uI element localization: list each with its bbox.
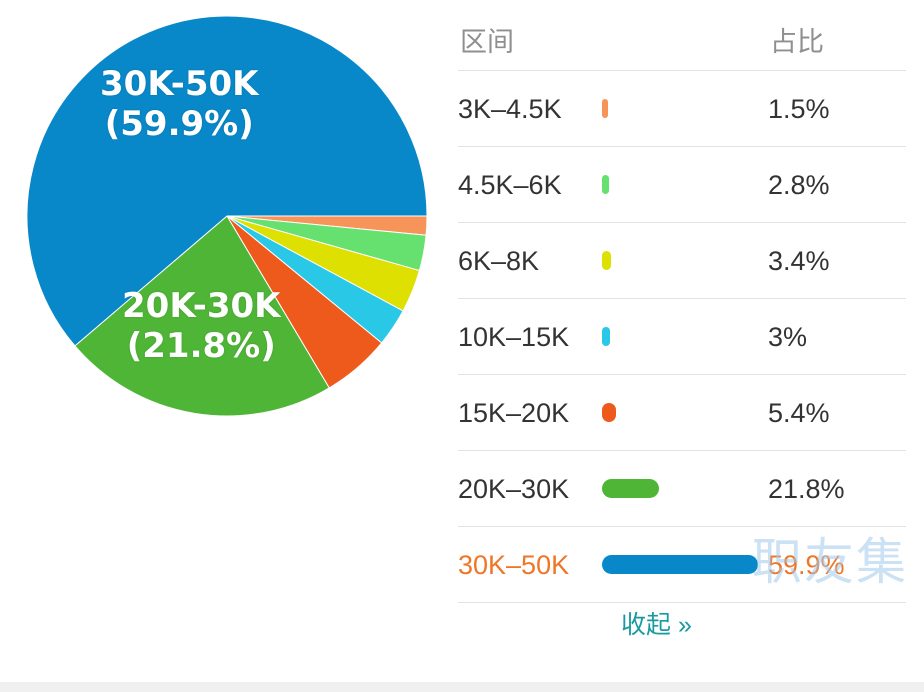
- slice-label-20k-30k-pct: (21.8%): [126, 326, 276, 366]
- legend-bar: [602, 403, 616, 422]
- legend-percentage: 3.4%: [768, 246, 830, 276]
- legend-bar: [602, 479, 659, 498]
- legend-table: 区间 占比 3K–4.5K 1.5% 4.5K–6K 2.8% 6K–8K 3.4% 10K…: [458, 0, 906, 603]
- legend-row: 15K–20K 5.4%: [458, 375, 906, 451]
- slice-label-30k-50k: 30K-50K (59.9%): [100, 64, 258, 144]
- legend-percentage: 59.9%: [768, 550, 845, 580]
- legend-percentage: 2.8%: [768, 170, 830, 200]
- legend-header: 区间 占比: [458, 0, 906, 71]
- legend-row: 3K–4.5K 1.5%: [458, 71, 906, 147]
- slice-label-20k-30k-name: 20K-30K: [122, 286, 281, 326]
- collapse-link[interactable]: 收起 »: [621, 611, 692, 639]
- pie-slice-30k-50k: [26, 15, 428, 347]
- legend-percentage: 3%: [768, 322, 808, 352]
- legend-percentage: 5.4%: [768, 398, 830, 428]
- footer-strip: [0, 682, 924, 692]
- legend-rows: 3K–4.5K 1.5% 4.5K–6K 2.8% 6K–8K 3.4% 10K–15K 3%…: [458, 71, 906, 603]
- pie-chart-svg: [26, 15, 428, 417]
- slice-label-20k-30k: 20K-30K (21.8%): [122, 286, 280, 366]
- slice-label-30k-50k-name: 30K-50K: [100, 64, 259, 104]
- header-percentage: 占比: [770, 27, 824, 57]
- legend-percentage: 21.8%: [768, 474, 845, 504]
- legend-row: 30K–50K 59.9%: [458, 527, 906, 603]
- legend-range-label: 6K–8K: [458, 246, 540, 276]
- legend-range-label: 15K–20K: [458, 398, 570, 428]
- slice-label-30k-50k-pct: (59.9%): [104, 104, 254, 144]
- legend-range-label: 3K–4.5K: [458, 94, 562, 124]
- legend-range-label: 30K–50K: [458, 550, 570, 580]
- legend-bar: [602, 175, 609, 194]
- legend-row: 6K–8K 3.4%: [458, 223, 906, 299]
- legend-bar: [602, 99, 608, 118]
- legend-bar: [602, 555, 758, 574]
- pie-slice-20k-30k: [74, 215, 330, 417]
- pie-chart: 30K-50K (59.9%) 20K-30K (21.8%): [0, 0, 450, 440]
- legend-row: 10K–15K 3%: [458, 299, 906, 375]
- legend-bar: [602, 327, 610, 346]
- legend-range-label: 20K–30K: [458, 474, 570, 504]
- legend-bar: [602, 251, 611, 270]
- legend-range-label: 4.5K–6K: [458, 170, 562, 200]
- header-range: 区间: [460, 27, 514, 57]
- legend-row: 20K–30K 21.8%: [458, 451, 906, 527]
- legend-range-label: 10K–15K: [458, 322, 570, 352]
- legend-percentage: 1.5%: [768, 94, 830, 124]
- legend-row: 4.5K–6K 2.8%: [458, 147, 906, 223]
